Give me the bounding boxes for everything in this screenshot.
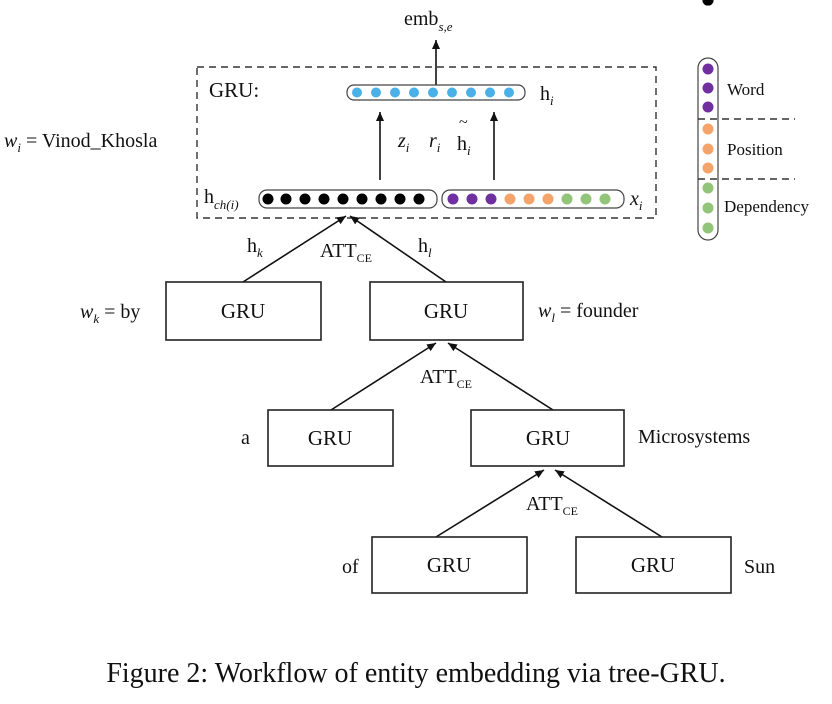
gru-block-border — [196, 66, 657, 219]
child-hidden-dot — [280, 193, 292, 205]
input-dot — [466, 193, 478, 205]
attention-label-microsystems: ATTCE — [526, 493, 578, 518]
child-hidden-dot — [413, 193, 425, 205]
edge-founder-to-root — [349, 215, 447, 283]
hidden-vector-dots — [352, 87, 514, 98]
edge-by-to-root — [242, 215, 347, 283]
hidden-dot — [352, 87, 362, 98]
input-vector-dots — [447, 193, 611, 205]
node-sun-gru-label: GRU — [631, 553, 675, 577]
attention-label-root: ATTCE — [320, 240, 372, 265]
gate-r-label: ri — [429, 130, 441, 155]
output-label: embs,e — [404, 8, 453, 34]
current-word-label: wi = Vinod_Khosla — [4, 130, 157, 155]
legend-dependency-label: Dependency — [724, 197, 809, 216]
node-microsystems-word: Microsystems — [638, 426, 750, 448]
child-hidden-label: hch(i) — [204, 186, 239, 212]
node-by-gru-label: GRU — [221, 299, 265, 323]
node-microsystems-gru-label: GRU — [526, 426, 570, 450]
figure-caption: Figure 2: Workflow of entity embedding v… — [106, 658, 726, 689]
legend-dot — [702, 202, 714, 214]
hidden-label: hi — [540, 83, 554, 108]
input-dot — [447, 193, 459, 205]
node-of-word: of — [342, 556, 359, 578]
edge-of-to-microsystems — [435, 469, 545, 538]
legend-dot — [702, 222, 714, 234]
input-dot — [580, 193, 592, 205]
legend-dot — [702, 82, 714, 94]
node-founder: GRU — [369, 281, 524, 341]
input-dot — [542, 193, 554, 205]
child-hidden-dot — [356, 193, 368, 205]
node-by-word: wk = by — [80, 301, 140, 326]
child-hidden-dot — [299, 193, 311, 205]
node-a-word: a — [241, 427, 250, 449]
hidden-dot — [409, 87, 419, 98]
node-microsystems: GRU — [470, 409, 625, 467]
input-dot — [504, 193, 516, 205]
child-hidden-dot — [262, 193, 274, 205]
child-hidden-dot — [375, 193, 387, 205]
legend-dot — [702, 101, 714, 113]
edge-sun-to-microsystems — [554, 469, 663, 538]
child-hidden-vector-dots — [262, 193, 425, 205]
edge-label-hl: hl — [418, 235, 432, 260]
tree-gru-diagram: GRU: embs,e hi zi ri ~ hi wi = Vinod_Kho… — [4, 0, 809, 594]
node-founder-gru-label: GRU — [424, 299, 468, 323]
legend-dot — [702, 162, 714, 174]
legend-word-label: Word — [727, 80, 765, 99]
hidden-dot — [447, 87, 457, 98]
hidden-dot — [390, 87, 400, 98]
input-dot — [599, 193, 611, 205]
legend-position-label: Position — [727, 140, 783, 159]
hidden-dot — [428, 87, 438, 98]
node-a: GRU — [267, 409, 394, 467]
node-by: GRU — [165, 281, 322, 341]
candidate-tilde: ~ — [459, 114, 468, 131]
legend-dot — [702, 63, 714, 75]
child-hidden-dot — [337, 193, 349, 205]
node-of-gru-label: GRU — [427, 553, 471, 577]
legend-dot — [702, 0, 714, 6]
candidate-h-label: hi — [457, 133, 471, 158]
node-founder-word: wl = founder — [538, 300, 639, 325]
legend-dot — [702, 182, 714, 194]
node-sun: GRU — [575, 536, 732, 594]
node-a-gru-label: GRU — [308, 426, 352, 450]
hidden-dot — [466, 87, 476, 98]
legend-dots — [702, 0, 714, 234]
edge-label-hk: hk — [247, 235, 263, 260]
gru-block-title: GRU: — [209, 78, 259, 102]
input-label: xi — [629, 188, 643, 213]
input-dot — [523, 193, 535, 205]
input-dot — [485, 193, 497, 205]
hidden-dot — [371, 87, 381, 98]
legend-dot — [702, 123, 714, 135]
attention-label-founder: ATTCE — [420, 366, 472, 391]
node-sun-word: Sun — [744, 556, 775, 578]
hidden-dot — [485, 87, 495, 98]
node-of: GRU — [371, 536, 528, 594]
child-hidden-dot — [394, 193, 406, 205]
edge-a-to-founder — [330, 342, 437, 411]
hidden-dot — [504, 87, 514, 98]
input-dot — [561, 193, 573, 205]
edge-microsystems-to-founder — [447, 342, 554, 411]
gate-z-label: zi — [397, 130, 410, 155]
child-hidden-dot — [318, 193, 330, 205]
legend-dot — [702, 143, 714, 155]
